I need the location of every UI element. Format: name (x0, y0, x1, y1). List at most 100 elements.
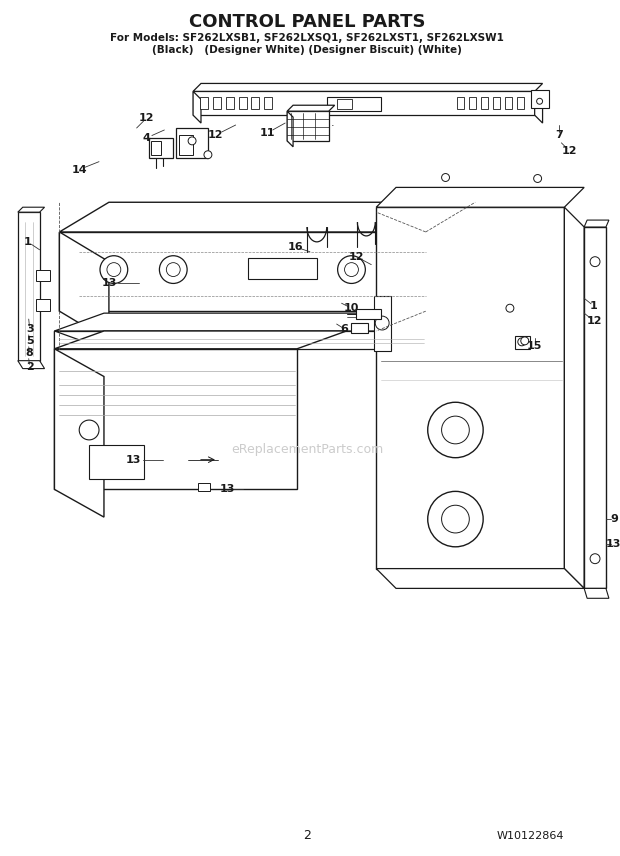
Bar (151, 141, 161, 155)
Circle shape (338, 256, 365, 283)
Polygon shape (55, 348, 104, 517)
Polygon shape (287, 111, 293, 147)
Text: 2: 2 (26, 361, 33, 372)
Text: 8: 8 (26, 348, 33, 358)
Text: ·: · (331, 121, 334, 131)
Polygon shape (18, 212, 40, 360)
Polygon shape (55, 348, 297, 490)
Circle shape (345, 263, 358, 276)
Polygon shape (18, 207, 45, 212)
Text: eReplacementParts.com: eReplacementParts.com (231, 443, 383, 456)
Circle shape (428, 402, 483, 458)
Polygon shape (176, 128, 208, 158)
Bar (200, 98, 208, 110)
Circle shape (166, 263, 180, 276)
Text: 14: 14 (71, 164, 87, 175)
Circle shape (428, 491, 483, 547)
Bar (226, 98, 234, 110)
Text: 11: 11 (260, 128, 275, 138)
Text: 13: 13 (220, 484, 236, 495)
Circle shape (441, 505, 469, 533)
Circle shape (590, 554, 600, 563)
Bar (247, 258, 317, 280)
Text: 13: 13 (126, 455, 141, 465)
Polygon shape (35, 270, 50, 282)
Circle shape (537, 98, 542, 104)
Polygon shape (55, 331, 104, 366)
Bar (239, 98, 247, 110)
Bar (179, 135, 193, 155)
Circle shape (441, 174, 450, 181)
Polygon shape (376, 207, 564, 568)
Circle shape (534, 175, 542, 182)
Text: CONTROL PANEL PARTS: CONTROL PANEL PARTS (188, 13, 425, 31)
Text: 15: 15 (527, 341, 542, 351)
Circle shape (375, 316, 389, 330)
Polygon shape (564, 207, 584, 588)
Bar (327, 98, 381, 111)
Text: 12: 12 (348, 252, 364, 262)
Circle shape (100, 256, 128, 283)
Polygon shape (584, 588, 609, 598)
Polygon shape (60, 232, 426, 312)
Polygon shape (55, 331, 347, 348)
Text: 6: 6 (340, 324, 348, 334)
Polygon shape (55, 313, 476, 331)
Text: 7: 7 (556, 130, 564, 140)
Circle shape (518, 338, 526, 346)
Bar (517, 98, 524, 110)
Bar (531, 91, 549, 108)
Polygon shape (584, 227, 606, 588)
Text: 1: 1 (24, 237, 32, 247)
Bar (213, 98, 221, 110)
Polygon shape (376, 187, 584, 207)
Text: 5: 5 (26, 336, 33, 346)
Polygon shape (352, 323, 368, 333)
Polygon shape (374, 296, 391, 351)
Circle shape (159, 256, 187, 283)
Circle shape (590, 257, 600, 266)
Polygon shape (193, 83, 542, 92)
Text: 13: 13 (101, 278, 117, 288)
Bar (505, 98, 512, 110)
Circle shape (521, 337, 529, 345)
Circle shape (441, 416, 469, 444)
Text: 2: 2 (303, 829, 311, 842)
Text: For Models: SF262LXSB1, SF262LXSQ1, SF262LXST1, SF262LXSW1: For Models: SF262LXSB1, SF262LXSQ1, SF26… (110, 33, 504, 43)
Text: W10122864: W10122864 (497, 831, 564, 841)
Text: 12: 12 (562, 146, 577, 156)
Bar (481, 98, 488, 110)
Text: 13: 13 (606, 538, 620, 549)
Text: 12: 12 (139, 113, 154, 123)
Circle shape (188, 137, 196, 145)
Bar (469, 98, 476, 110)
Text: 9: 9 (610, 514, 618, 524)
Polygon shape (534, 92, 542, 123)
Bar (458, 98, 464, 110)
Bar (89, 445, 144, 479)
Polygon shape (60, 202, 476, 232)
Bar (337, 99, 353, 110)
Polygon shape (55, 331, 426, 348)
Text: (Black)   (Designer White) (Designer Biscuit) (White): (Black) (Designer White) (Designer Biscu… (152, 45, 462, 55)
Polygon shape (287, 105, 335, 111)
Text: 16: 16 (287, 241, 303, 252)
Polygon shape (515, 336, 529, 348)
Polygon shape (149, 138, 173, 158)
Text: 3: 3 (26, 324, 33, 334)
Polygon shape (376, 568, 584, 588)
Text: 4: 4 (143, 133, 151, 143)
Text: 12: 12 (587, 316, 602, 326)
Circle shape (506, 304, 514, 312)
Polygon shape (193, 92, 201, 123)
Circle shape (107, 263, 121, 276)
Text: 12: 12 (208, 130, 224, 140)
Polygon shape (60, 232, 109, 341)
Polygon shape (584, 220, 609, 227)
Text: 1: 1 (590, 301, 598, 312)
Bar (264, 98, 272, 110)
Bar (198, 484, 210, 491)
Bar (493, 98, 500, 110)
Polygon shape (35, 300, 50, 312)
Polygon shape (18, 360, 45, 369)
